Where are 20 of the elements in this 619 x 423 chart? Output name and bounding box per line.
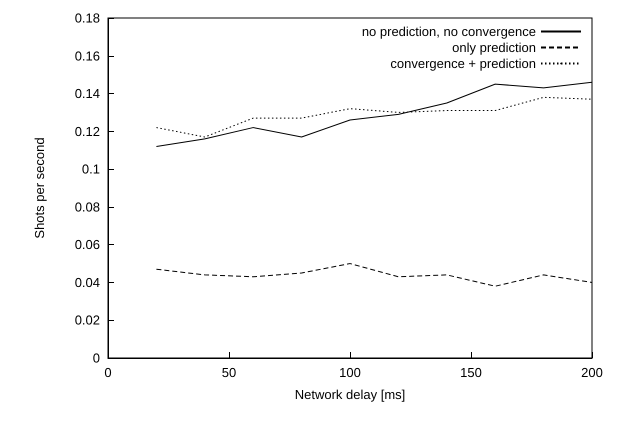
y-tick-label: 0.06	[74, 237, 100, 252]
y-tick-label: 0.18	[74, 10, 100, 26]
x-tick-label: 100	[339, 365, 361, 380]
y-axis-title: Shots per second	[32, 137, 47, 239]
x-axis-title: Network delay [ms]	[294, 387, 406, 402]
y-tick-label: 0.04	[74, 274, 100, 290]
legend-label: only prediction	[452, 40, 536, 55]
legend-label: convergence + prediction	[390, 56, 536, 71]
x-tick-label: 150	[460, 365, 482, 380]
x-tick-label: 200	[581, 365, 603, 380]
y-tick-label: 0.16	[74, 48, 100, 64]
y-tick-label: 0.08	[74, 199, 100, 214]
y-tick-label: 0.12	[74, 124, 100, 139]
y-tick-label: 0.1	[82, 162, 100, 177]
legend-label: no prediction, no convergence	[362, 24, 536, 39]
x-tick-label: 50	[222, 365, 236, 380]
y-tick-label: 0	[92, 350, 100, 366]
x-tick-label: 0	[104, 365, 112, 380]
y-tick-label: 0.02	[74, 312, 100, 328]
y-tick-label: 0.14	[74, 86, 100, 102]
